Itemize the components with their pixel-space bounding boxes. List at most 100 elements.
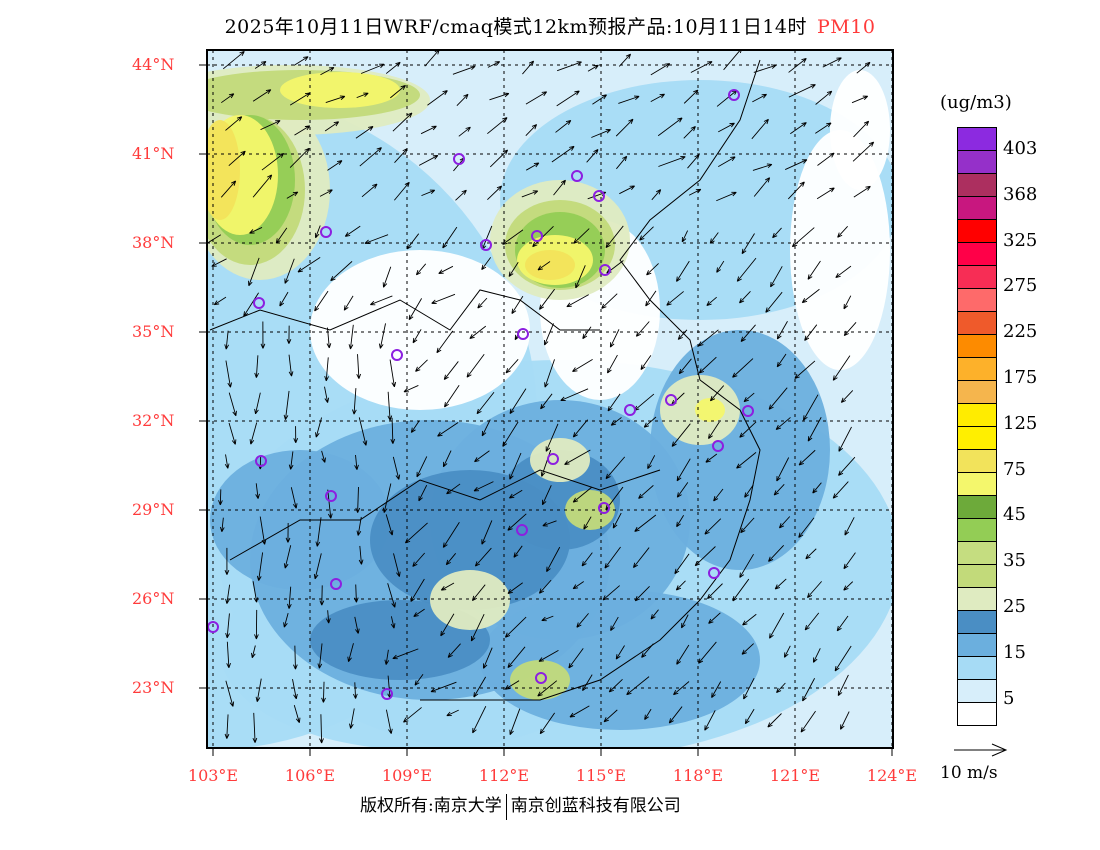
pm10-contour — [280, 72, 400, 108]
wind-arrow — [321, 681, 326, 703]
wind-arrow — [837, 674, 849, 697]
wind-arrow — [618, 53, 632, 67]
monitoring-station-marker — [571, 170, 583, 182]
wind-arrow — [348, 324, 354, 350]
wind-arrow — [666, 291, 684, 306]
pm10-contour — [650, 330, 830, 570]
wind-arrow — [583, 516, 592, 530]
monitoring-station-marker — [728, 89, 740, 101]
wind-arrow — [384, 649, 390, 665]
wind-arrow — [292, 679, 298, 700]
lon-label: 121°E — [769, 766, 821, 785]
wind-arrow — [650, 63, 671, 76]
wind-arrow — [843, 552, 856, 570]
wind-arrow — [605, 456, 626, 480]
wind-arrow — [344, 225, 361, 237]
wind-arrow — [835, 265, 852, 278]
colorbar-label: 368 — [1003, 183, 1038, 205]
wind-arrow — [442, 226, 458, 249]
wind-arrow — [546, 546, 561, 573]
wind-arrow — [416, 456, 428, 478]
wind-arrow — [225, 584, 231, 604]
wind-arrow — [353, 584, 359, 603]
wind-arrow — [592, 94, 607, 105]
wind-arrow — [415, 263, 427, 276]
wind-arrow — [330, 261, 353, 282]
wind-arrow — [356, 354, 362, 379]
wind-arrow — [286, 325, 292, 344]
wind-arrow — [476, 391, 495, 415]
wind-arrow — [525, 124, 538, 137]
wind-arrow — [440, 582, 455, 591]
wind-arrow — [802, 394, 819, 421]
monitoring-station-marker — [593, 190, 605, 202]
wind-arrow — [509, 708, 521, 736]
wind-arrow — [683, 126, 696, 139]
monitoring-station-marker — [535, 672, 547, 684]
copyright-company: 南京创蓝科技有限公司 — [510, 796, 681, 816]
wind-arrow — [418, 484, 428, 502]
wind-arrow — [576, 613, 589, 628]
wind-arrow — [283, 390, 290, 420]
monitoring-station-marker — [253, 297, 265, 309]
wind-arrow — [640, 355, 652, 370]
lon-label: 124°E — [866, 766, 918, 785]
wind-arrow — [671, 423, 691, 447]
wind-arrow — [788, 84, 816, 98]
wind-arrow — [838, 426, 852, 452]
pm10-contour — [695, 398, 725, 422]
wind-arrow — [226, 641, 231, 669]
lat-label: 26°N — [132, 589, 175, 608]
wind-arrow — [602, 585, 620, 601]
wind-arrow — [440, 613, 455, 637]
colorbar-segment — [958, 610, 996, 633]
wind-arrow — [834, 645, 852, 672]
province-border — [209, 289, 600, 331]
wind-arrow — [744, 708, 755, 725]
pm10-contour — [430, 570, 510, 630]
wind-arrow — [412, 552, 426, 567]
wind-arrow — [784, 159, 808, 170]
wind-arrow — [349, 708, 355, 729]
wind-arrow — [447, 643, 461, 658]
wind-arrow — [707, 583, 723, 600]
wind-arrow — [487, 61, 501, 68]
colorbar-segment — [958, 426, 996, 449]
wind-arrow — [752, 93, 767, 103]
wind-arrow — [736, 451, 757, 469]
wind-arrow — [676, 482, 689, 498]
colorbar-segment — [958, 380, 996, 403]
wind-arrow — [324, 386, 330, 403]
wind-arrow — [612, 512, 622, 529]
lon-label: 112°E — [478, 766, 530, 785]
wind-arrow — [502, 229, 524, 245]
wind-arrow — [364, 234, 389, 245]
wind-arrow — [790, 122, 807, 135]
lat-label: 35°N — [132, 322, 175, 341]
wind-arrow — [798, 449, 816, 466]
wind-arrow — [840, 711, 850, 730]
wind-arrow — [540, 393, 553, 410]
wind-arrow — [635, 321, 650, 337]
wind-arrow — [394, 148, 408, 163]
wind-arrow — [716, 260, 725, 273]
wind-arrow — [224, 714, 230, 739]
wind-arrow — [740, 324, 756, 342]
wind-arrow — [817, 152, 835, 166]
wind-arrow — [832, 481, 849, 499]
wind-arrow — [551, 145, 575, 163]
wind-arrow — [225, 116, 243, 131]
wind-arrow — [676, 644, 690, 665]
wind-arrow — [315, 517, 322, 547]
wind-arrow — [607, 393, 621, 412]
wind-arrow — [452, 65, 476, 75]
wind-arrow — [769, 612, 785, 639]
wind-arrow — [657, 117, 683, 137]
wind-arrow — [708, 421, 720, 439]
wind-arrow — [504, 616, 527, 638]
wind-arrow — [256, 552, 264, 581]
colorbar-segment — [958, 196, 996, 219]
wind-arrow — [626, 676, 650, 696]
wind-arrow — [225, 613, 230, 639]
wind-arrow — [539, 712, 556, 735]
